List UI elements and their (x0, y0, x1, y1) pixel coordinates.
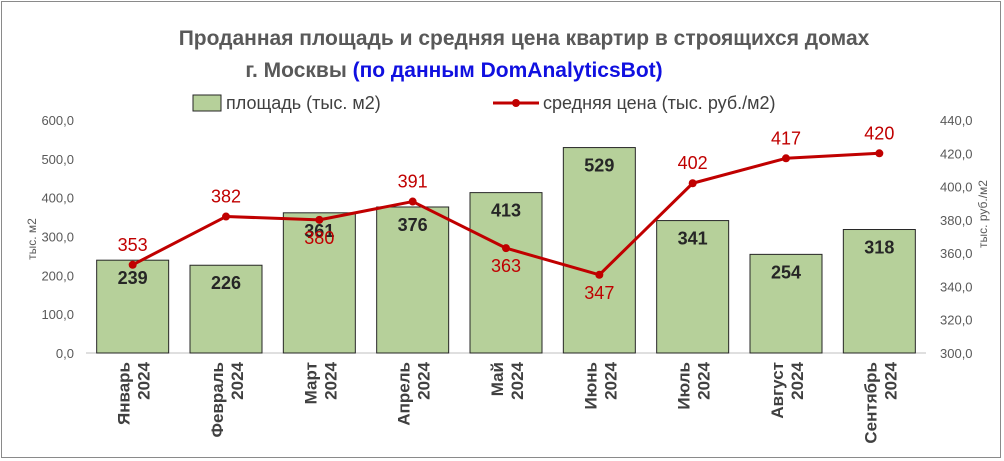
category-label: Январь 2024 (115, 361, 154, 425)
bar (749, 253, 823, 354)
chart-title-city: г. Москвы (245, 59, 346, 82)
legend: площадь (тыс. м2) средняя цена (тыс. руб… (192, 93, 776, 113)
y-right-tick-label: 420,0 (940, 146, 973, 161)
category-year: 2024 (228, 361, 247, 399)
price-point (315, 215, 324, 224)
category-year: 2024 (321, 361, 340, 399)
legend-bar-swatch (192, 94, 222, 112)
y-right-tick-label: 440,0 (940, 113, 973, 128)
bar (656, 220, 730, 354)
bar (376, 206, 450, 354)
bar-value-label: 239 (118, 268, 148, 288)
bar-value-labels: 239 226 361 376 413 529 341 254 318 (118, 156, 895, 294)
y-right-tick-label: 320,0 (940, 313, 973, 328)
category-label: Сентябрь 2024 (861, 361, 900, 443)
category-month: Май (488, 362, 507, 396)
y-right-tick-label: 400,0 (940, 180, 973, 195)
category-label: Август 2024 (768, 361, 807, 418)
bar-value-label: 413 (491, 201, 521, 221)
category-label: Май 2024 (488, 361, 527, 399)
bar-value-label: 529 (584, 156, 614, 176)
price-point (408, 197, 417, 206)
bar (469, 192, 543, 354)
price-value-label: 402 (678, 153, 708, 173)
bar-value-label: 361 (304, 221, 334, 241)
bar-value-label: 376 (398, 215, 428, 235)
category-label: Июль 2024 (675, 361, 714, 409)
price-value-label: 347 (584, 283, 614, 303)
line-value-labels: 353 382 380 391 363 347 402 417 420 (118, 123, 895, 302)
price-point (128, 260, 137, 269)
legend-line-label: средняя цена (тыс. руб./м2) (543, 93, 776, 113)
category-month: Февраль (208, 362, 227, 438)
category-year: 2024 (415, 361, 434, 399)
category-labels: Январь 2024 Февраль 2024 Март 2024 Апрель 2024 М… (115, 361, 901, 443)
bar-series (96, 147, 916, 354)
bar-value-label: 341 (678, 229, 708, 249)
price-value-label: 363 (491, 256, 521, 276)
category-year: 2024 (601, 361, 620, 399)
bar-value-label: 318 (864, 238, 894, 258)
category-month: Апрель (395, 362, 414, 426)
bar (842, 229, 916, 354)
y-left-tick-label: 200,0 (41, 268, 74, 283)
price-value-label: 420 (864, 123, 894, 143)
y-right-tick-group: 300,0 320,0 340,0 360,0 380,0 400,0 420,0 440,0 (940, 113, 973, 361)
chart-title-line1: Проданная площадь и средняя цена квартир… (179, 27, 870, 50)
y-right-tick-label: 340,0 (940, 279, 973, 294)
category-label: Март 2024 (301, 361, 340, 404)
category-month: Январь (115, 362, 134, 425)
category-label: Июнь 2024 (581, 361, 620, 409)
y-left-tick-label: 600,0 (41, 113, 74, 128)
category-month: Март (301, 362, 320, 404)
category-label: Февраль 2024 (208, 361, 247, 437)
bar (282, 212, 356, 354)
y-left-tick-group: 0,0 100,0 200,0 300,0 400,0 500,0 600,0 (41, 113, 74, 361)
category-year: 2024 (788, 361, 807, 399)
y-left-tick-label: 300,0 (41, 230, 74, 245)
price-value-label: 380 (304, 228, 334, 248)
category-month: Июнь (581, 362, 600, 409)
chart-title-line2: г. Москвы (по данным DomAnalyticsBot) (245, 59, 662, 82)
category-year: 2024 (695, 361, 714, 399)
chart-title-source: (по данным DomAnalyticsBot) (353, 59, 663, 82)
y-left-tick-label: 0,0 (56, 346, 74, 361)
y-right-axis-title: тыс. руб./м2 (976, 180, 990, 248)
category-label: Апрель 2024 (395, 361, 434, 425)
category-year: 2024 (881, 361, 900, 399)
y-left-axis-title: тыс. м2 (25, 218, 39, 260)
price-point (595, 270, 604, 279)
bar-value-label: 254 (771, 262, 801, 282)
category-year: 2024 (135, 361, 154, 399)
category-month: Август (768, 362, 787, 419)
category-year: 2024 (508, 361, 527, 399)
y-right-tick-label: 360,0 (940, 246, 973, 261)
price-value-label: 391 (398, 172, 428, 192)
legend-line-marker (512, 99, 520, 107)
y-left-tick-label: 400,0 (41, 191, 74, 206)
price-point (875, 149, 884, 158)
price-point (502, 244, 510, 253)
price-point (222, 212, 230, 221)
bar (96, 259, 170, 354)
price-point (782, 154, 790, 163)
category-month: Июль (675, 362, 694, 410)
legend-bar-label: площадь (тыс. м2) (226, 93, 381, 113)
bar-value-label: 226 (211, 273, 241, 293)
y-right-tick-label: 380,0 (940, 213, 973, 228)
price-point (688, 179, 697, 188)
price-value-label: 382 (211, 187, 241, 207)
price-value-label: 353 (118, 235, 148, 255)
y-right-tick-label: 300,0 (940, 346, 973, 361)
bar (189, 264, 263, 354)
y-left-tick-label: 500,0 (41, 152, 74, 167)
line-series (128, 149, 884, 279)
y-left-tick-label: 100,0 (41, 307, 74, 322)
price-value-label: 417 (771, 128, 801, 148)
category-month: Сентябрь (861, 362, 880, 444)
